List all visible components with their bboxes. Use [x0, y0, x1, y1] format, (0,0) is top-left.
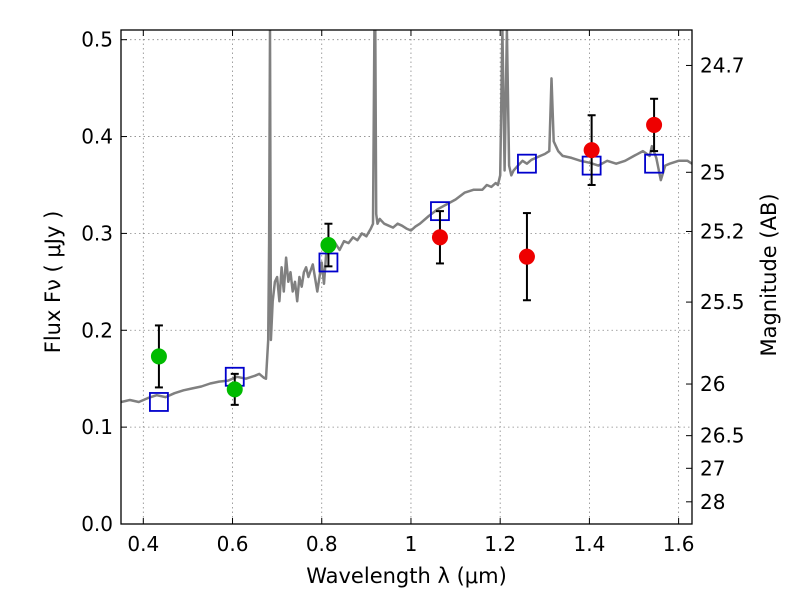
data-markers — [149, 97, 664, 412]
x-tick-label: 0.6 — [217, 532, 249, 556]
grid-lines — [121, 30, 692, 525]
x-tick-label: 1.6 — [663, 532, 695, 556]
right-tick-label: 26.5 — [700, 424, 745, 448]
plot-frame — [120, 29, 693, 525]
y-tick-label: 0.2 — [81, 318, 113, 342]
infrared-point — [518, 248, 535, 265]
x-tick-label: 1.4 — [573, 532, 605, 556]
right-tick-label: 26 — [700, 372, 725, 396]
spectrum-line — [121, 30, 692, 404]
y-tick-label: 0.5 — [81, 28, 113, 52]
infrared-point — [646, 116, 663, 133]
right-tick-label: 25 — [700, 160, 725, 184]
axis-ticks: 0.4 0.6 0.8 1 1.2 1.4 1.6 0.0 0.1 0.2 0.3 0.4 0.5 24.… — [81, 28, 744, 556]
right-tick-label: 25.5 — [700, 290, 745, 314]
x-tick-label: 1.2 — [484, 532, 516, 556]
y-tick-label: 0.3 — [81, 221, 113, 245]
right-tick-label: 25.2 — [700, 219, 745, 243]
y-tick-label: 0.1 — [81, 415, 113, 439]
model-square-marker — [149, 392, 169, 412]
right-tick-label: 24.7 — [700, 53, 745, 77]
model-square-marker — [644, 153, 664, 174]
optical-point — [320, 237, 337, 254]
y-axis-label: Flux Fν ( μJy ) — [41, 211, 65, 354]
y-tick-label: 0.4 — [81, 125, 113, 149]
infrared-point — [583, 142, 600, 159]
optical-point — [226, 381, 243, 398]
y-tick-label: 0.0 — [81, 512, 113, 536]
model-square-marker — [517, 153, 537, 174]
x-axis-label: Wavelength λ (μm) — [306, 564, 507, 588]
x-tick-label: 0.8 — [306, 532, 338, 556]
right-tick-label: 28 — [700, 490, 725, 514]
x-tick-label: 1 — [405, 532, 418, 556]
y-axis-right-label: Magnitude (AB) — [757, 193, 781, 356]
right-tick-label: 27 — [700, 456, 725, 480]
infrared-point — [431, 229, 448, 246]
x-tick-label: 0.4 — [127, 532, 159, 556]
spectrum-series — [121, 30, 692, 404]
optical-point — [150, 348, 167, 365]
